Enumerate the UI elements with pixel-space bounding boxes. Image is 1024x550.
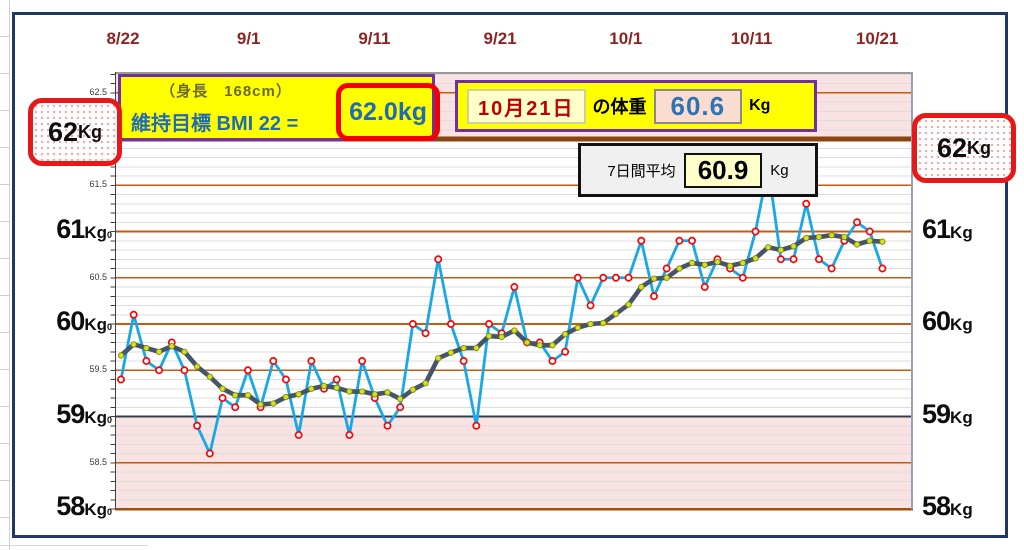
- axis-label-part: 0: [106, 322, 112, 332]
- left-62kg-badge: 62 Kg: [28, 98, 122, 166]
- right-62kg-badge: 62 Kg: [912, 113, 1016, 183]
- bmi-goal-prefix: 維持目標 BMI 22 =: [131, 113, 299, 135]
- axis-label-part: 58: [56, 491, 85, 521]
- week-average-label: 7日間平均: [607, 162, 676, 180]
- axis-label-part: Kg: [950, 500, 973, 519]
- left-axis-minor-label: 58.5: [89, 456, 107, 467]
- axis-label-part: Kg: [84, 407, 107, 427]
- axis-label-part: Kg: [84, 222, 107, 242]
- axis-label-part: Kg: [84, 500, 107, 519]
- height-note: （身長 168cm）: [160, 83, 292, 100]
- axis-label-part: Kg: [950, 222, 973, 242]
- axis-label-part: 0: [106, 229, 112, 240]
- right-axis-label-59kg: 59Kg: [922, 399, 998, 430]
- x-axis-label: 10/11: [730, 29, 773, 48]
- right-badge-unit: Kg: [967, 137, 992, 158]
- week-average-unit: Kg: [770, 161, 789, 179]
- axis-label-part: 59: [922, 398, 951, 429]
- target-weight-ring: 62.0kg: [336, 83, 440, 141]
- x-axis-label: 10/21: [855, 29, 899, 48]
- axis-label-part: Kg: [950, 407, 973, 427]
- axis-label-part: 60: [56, 306, 85, 336]
- right-badge-number: 62: [936, 132, 968, 163]
- week-average-box: 7日間平均 60.9 Kg: [578, 143, 818, 197]
- spreadsheet-left-strip: [0, 0, 10, 550]
- week-average-value: 60.9: [683, 152, 763, 188]
- right-axis-label-58kg: 58Kg: [922, 491, 998, 522]
- left-axis-label-61kg: 61Kg0: [36, 214, 112, 245]
- left-badge-unit: Kg: [78, 121, 103, 142]
- left-axis-minor-label: 60.5: [89, 271, 107, 282]
- right-axis-label-61kg: 61Kg: [922, 214, 998, 245]
- axis-label-part: 61: [922, 213, 951, 244]
- left-axis-minor-label: 61.5: [89, 179, 107, 190]
- axis-label-part: Kg: [950, 315, 973, 334]
- today-date: 10月21日: [467, 88, 586, 124]
- axis-label-part: 60: [922, 306, 951, 336]
- x-axis-label: 8/22: [106, 29, 140, 48]
- left-badge-number: 62: [47, 116, 79, 147]
- today-weight-label: の体重: [592, 97, 647, 117]
- left-axis-label-58kg: 58Kg0: [36, 491, 112, 522]
- today-weight-unit: Kg: [749, 97, 771, 114]
- left-axis-label-59kg: 59Kg0: [36, 399, 112, 430]
- x-axis-label: 9/1: [236, 29, 261, 48]
- x-axis-label: 9/21: [483, 29, 517, 48]
- right-axis-label-60kg: 60Kg: [922, 306, 998, 337]
- axis-label-part: Kg: [84, 315, 107, 334]
- bmi-target-box: （身長 168cm） 維持目標 BMI 22 = 62.0kg: [118, 74, 440, 141]
- left-axis-minor-label: 59.5: [89, 364, 107, 375]
- spreadsheet-bottom-line: [0, 545, 148, 546]
- axis-label-part: 0: [106, 414, 112, 425]
- axis-label-part: 61: [56, 213, 85, 244]
- today-weight-box: 10月21日 の体重 60.6 Kg: [455, 80, 817, 132]
- axis-label-part: 59: [56, 398, 85, 429]
- axis-label-part: 58: [922, 491, 951, 521]
- x-axis-label: 10/1: [609, 29, 643, 48]
- today-weight-value: 60.6: [653, 88, 743, 124]
- left-axis-minor-label: 62.5: [89, 86, 107, 97]
- axis-label-part: 0: [106, 507, 112, 517]
- x-axis-label: 9/11: [358, 29, 391, 48]
- target-weight-value: 62.0kg: [349, 97, 427, 126]
- left-axis-label-60kg: 60Kg0: [36, 306, 112, 337]
